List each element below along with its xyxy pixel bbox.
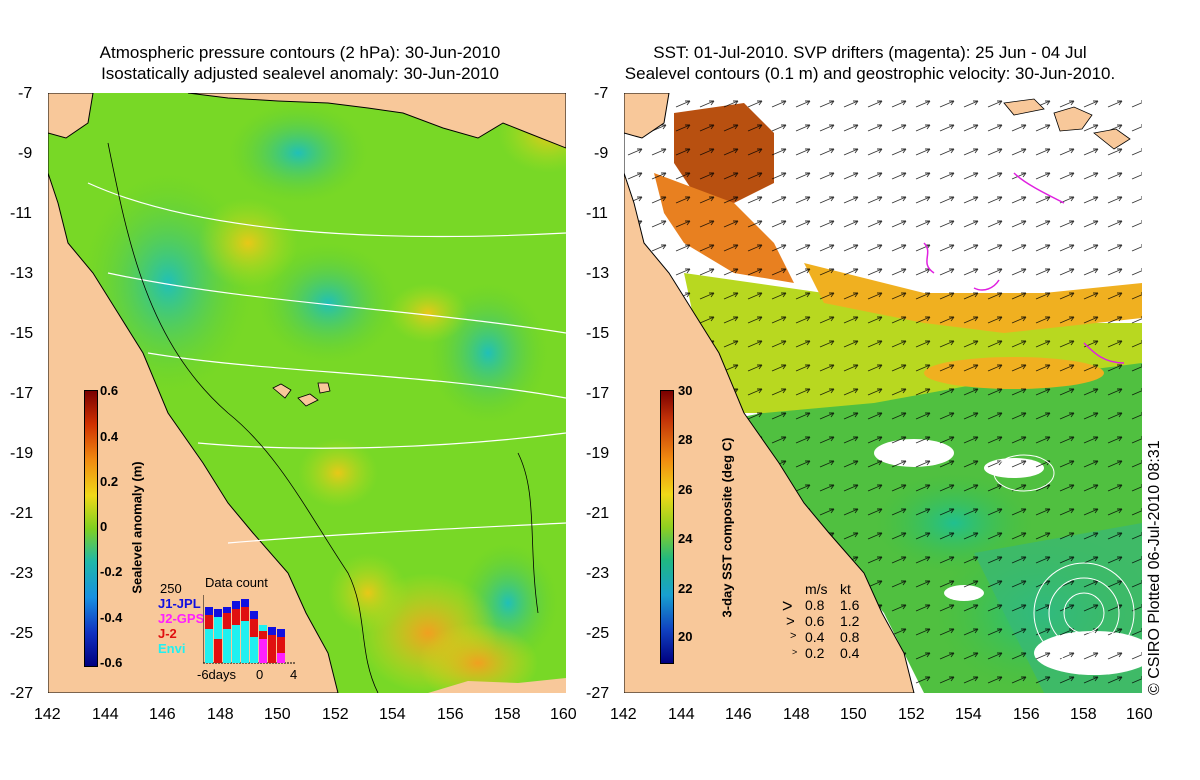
y-label: -27 — [586, 685, 610, 702]
y-label: -17 — [10, 385, 34, 402]
y-label: -7 — [594, 85, 609, 102]
legend-kt-value: 1.2 — [840, 613, 860, 629]
x-label: 144 — [92, 706, 119, 723]
x-label: 142 — [610, 706, 637, 723]
x-label: 160 — [1126, 706, 1153, 723]
x-label: 148 — [207, 706, 234, 723]
y-label: -11 — [10, 205, 32, 222]
y-label: -13 — [10, 265, 34, 282]
y-label: -17 — [586, 385, 610, 402]
x-label: 154 — [955, 706, 982, 723]
left-map — [48, 93, 566, 693]
x-label: 154 — [379, 706, 406, 723]
colorbar-tick: 0 — [100, 519, 108, 534]
credit-text: © CSIRO Plotted 06-Jul-2010 08:31 — [1146, 440, 1163, 695]
legend-j2-gps: J2-GPS — [158, 611, 205, 626]
y-label: -11 — [586, 205, 608, 222]
colorbar-tick: 28 — [678, 432, 693, 447]
sst-map — [624, 93, 1142, 693]
y-label: -21 — [10, 505, 34, 522]
sealevel-anomaly-map — [48, 93, 566, 693]
legend-ms-value: 0.6 — [805, 613, 825, 629]
y-label: -15 — [586, 325, 610, 342]
right-colorbar-label: 3-day SST composite (deg C) — [719, 437, 735, 618]
y-label: -9 — [18, 145, 33, 162]
x-label: 152 — [898, 706, 925, 723]
legend-ms-value: 0.4 — [805, 629, 825, 645]
x-label: 150 — [264, 706, 291, 723]
x-label: 146 — [149, 706, 176, 723]
colorbar-tick: -0.4 — [100, 610, 123, 625]
colorbar-tick: 24 — [678, 531, 693, 546]
data-count-x-start: -6days — [197, 667, 237, 682]
y-label: -7 — [18, 85, 33, 102]
y-label: -27 — [10, 685, 34, 702]
left-title-line1: Atmospheric pressure contours (2 hPa): 3… — [99, 43, 501, 62]
data-count-bars — [203, 595, 295, 664]
x-label: 142 — [34, 706, 61, 723]
y-label: -15 — [10, 325, 34, 342]
x-label: 146 — [725, 706, 752, 723]
y-label: -19 — [586, 445, 610, 462]
x-label: 144 — [668, 706, 695, 723]
legend-kt-value: 0.8 — [840, 629, 860, 645]
x-label: 158 — [494, 706, 521, 723]
x-label: 156 — [1013, 706, 1040, 723]
data-count-max: 250 — [160, 581, 182, 596]
legend-j1-jpl: J1-JPL — [158, 596, 201, 611]
left-colorbar-label: Sealevel anomaly (m) — [129, 461, 145, 594]
velocity-legend-kt-header: kt — [840, 581, 851, 597]
colorbar-tick: -0.6 — [100, 655, 123, 670]
colorbar-tick: 0.4 — [100, 429, 119, 444]
data-count-x-end: 4 — [290, 667, 298, 682]
y-label: -25 — [586, 625, 610, 642]
colorbar-tick: -0.2 — [100, 564, 123, 579]
y-label: -23 — [10, 565, 34, 582]
colorbar-tick: 30 — [678, 383, 693, 398]
right-colorbar — [660, 390, 674, 664]
y-label: -25 — [10, 625, 34, 642]
y-label: -19 — [10, 445, 34, 462]
arrow-icon: > — [786, 613, 795, 630]
data-count-title: Data count — [205, 575, 268, 590]
left-title-line2: Isostatically adjusted sealevel anomaly:… — [101, 64, 499, 83]
colorbar-tick: 0.6 — [100, 383, 119, 398]
data-count-x-zero: 0 — [256, 667, 264, 682]
y-label: -9 — [594, 145, 609, 162]
legend-kt-value: 0.4 — [840, 645, 860, 661]
y-label: -23 — [586, 565, 610, 582]
y-label: -13 — [586, 265, 610, 282]
x-label: 148 — [783, 706, 810, 723]
x-label: 160 — [550, 706, 577, 723]
colorbar-tick: 0.2 — [100, 474, 119, 489]
legend-kt-value: 1.6 — [840, 597, 860, 613]
y-label: -21 — [586, 505, 610, 522]
legend-envi: Envi — [158, 641, 186, 656]
x-label: 152 — [322, 706, 349, 723]
x-label: 150 — [840, 706, 867, 723]
x-label: 156 — [437, 706, 464, 723]
colorbar-tick: 26 — [678, 482, 693, 497]
right-title-line2: Sealevel contours (0.1 m) and geostrophi… — [624, 64, 1116, 83]
arrow-icon: > — [790, 630, 797, 642]
colorbar-tick: 20 — [678, 629, 693, 644]
legend-ms-value: 0.2 — [805, 645, 825, 661]
arrow-icon: > — [782, 596, 793, 616]
x-label: 158 — [1070, 706, 1097, 723]
legend-ms-value: 0.8 — [805, 597, 825, 613]
right-map — [624, 93, 1142, 693]
velocity-legend-ms-header: m/s — [805, 581, 828, 597]
colorbar-tick: 22 — [678, 581, 693, 596]
arrow-icon: > — [792, 647, 798, 657]
legend-j-2: J-2 — [158, 626, 177, 641]
left-colorbar — [84, 390, 98, 667]
right-title-line1: SST: 01-Jul-2010. SVP drifters (magenta)… — [653, 43, 1087, 62]
